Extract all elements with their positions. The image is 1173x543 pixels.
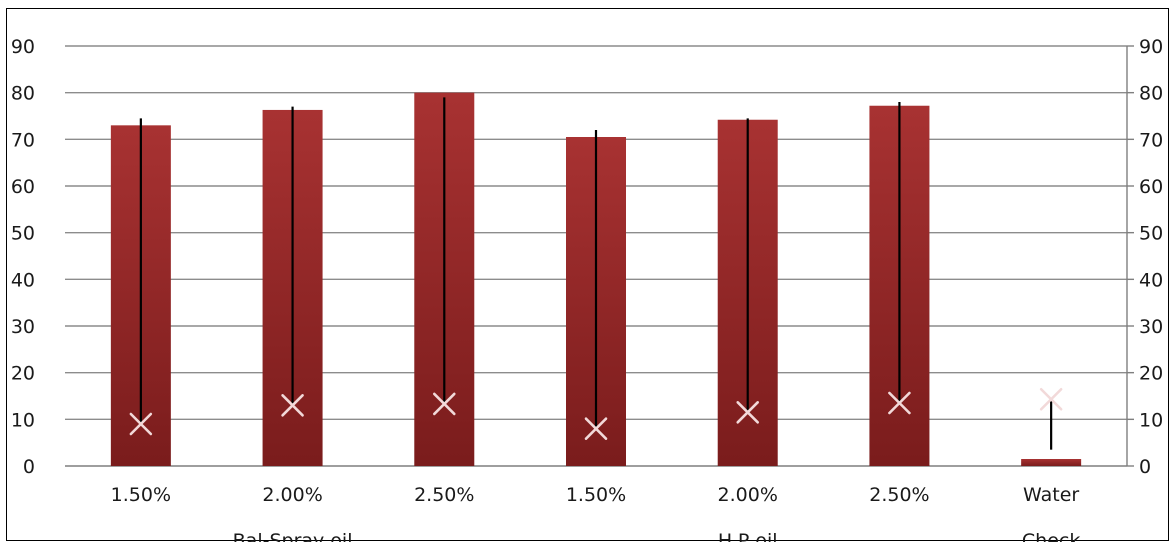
- y-tick-label-left: 40: [11, 269, 35, 291]
- x-category-label: Water: [1023, 484, 1079, 506]
- y-tick-label-right: 20: [1139, 363, 1163, 385]
- x-marker: [129, 412, 153, 436]
- chart-frame: 0 10 20 30 40 50 60 70 80 90 0 10 20 30 40 50 60 70 80 90 1.…: [6, 8, 1169, 542]
- y-tick-label-right: 50: [1139, 223, 1163, 245]
- y-tick-label-left: 50: [11, 223, 35, 245]
- y-tick-label-left: 0: [23, 456, 35, 478]
- x-marker: [1039, 387, 1063, 411]
- x-marker: [432, 392, 456, 416]
- y-tick-label-left: 20: [11, 363, 35, 385]
- x-marker: [584, 417, 608, 440]
- y-tick-label-left: 90: [11, 36, 35, 58]
- x-marker: [888, 391, 911, 415]
- x-category-label: 2.00%: [718, 484, 778, 506]
- x-category-label: 2.50%: [869, 484, 929, 506]
- bar: [1021, 459, 1082, 466]
- x-category-label: 1.50%: [566, 484, 626, 506]
- x-category-label: 2.50%: [414, 484, 474, 506]
- x-group-label: Check: [1022, 530, 1080, 542]
- y-tick-label-right: 10: [1139, 409, 1163, 431]
- x-category-label: 2.00%: [262, 484, 322, 506]
- y-tick-label-right: 0: [1139, 456, 1151, 478]
- y-tick-label-right: 60: [1139, 176, 1163, 198]
- x-group-label: Bal-Spray oil: [233, 530, 353, 542]
- y-tick-label-left: 60: [11, 176, 35, 198]
- x-marker: [281, 394, 304, 417]
- x-group-label: H.P oil: [718, 530, 778, 542]
- y-tick-label-right: 90: [1139, 36, 1163, 58]
- x-category-label: 1.50%: [111, 484, 171, 506]
- y-tick-label-left: 80: [11, 83, 35, 105]
- y-tick-label-right: 70: [1139, 129, 1163, 151]
- y-tick-label-left: 30: [11, 316, 35, 338]
- y-tick-label-right: 80: [1139, 83, 1163, 105]
- y-tick-label-left: 70: [11, 129, 35, 151]
- bar-chart: 0 10 20 30 40 50 60 70 80 90 0 10 20 30 40 50 60 70 80 90 1.…: [11, 36, 1163, 542]
- y-tick-label-right: 30: [1139, 316, 1163, 338]
- x-marker: [736, 401, 760, 424]
- y-tick-label-left: 10: [11, 409, 35, 431]
- y-tick-label-right: 40: [1139, 269, 1163, 291]
